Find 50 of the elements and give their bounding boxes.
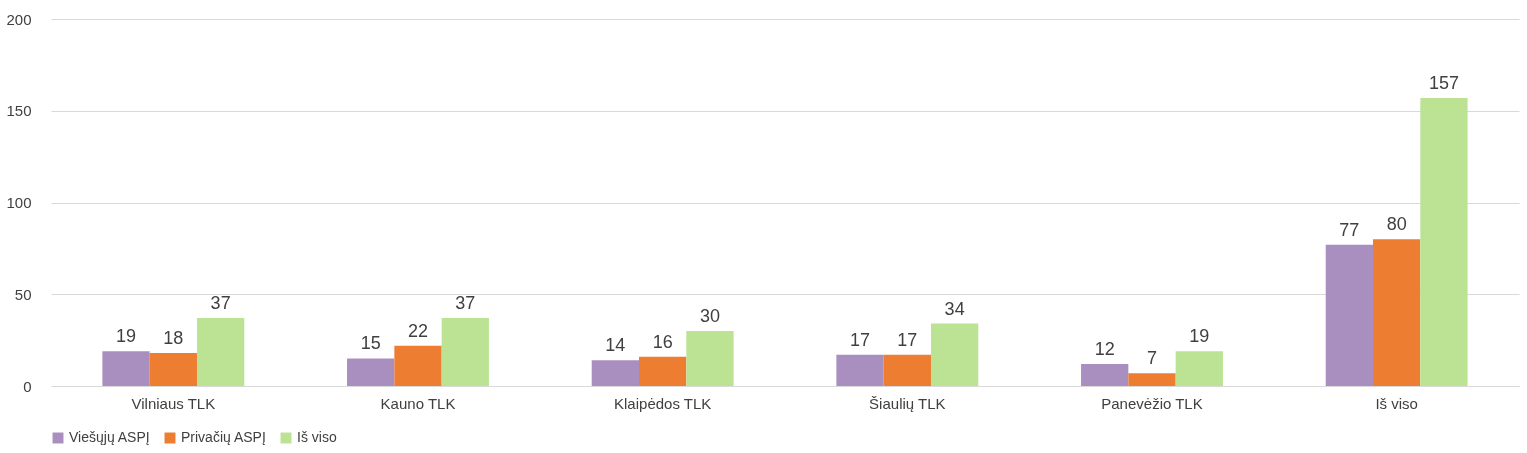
data-label: 19 <box>1189 326 1210 347</box>
y-tick-label: 50 <box>14 285 32 303</box>
data-label: 22 <box>407 320 429 341</box>
y-tick-label: 100 <box>6 194 32 211</box>
bar <box>1325 244 1374 386</box>
legend-label: Iš viso <box>297 429 337 445</box>
bar <box>686 330 734 386</box>
bar <box>1081 363 1129 386</box>
bar <box>930 323 979 386</box>
data-label: 19 <box>116 326 137 347</box>
bar <box>102 351 150 386</box>
bar <box>1373 239 1421 386</box>
legend-label: Privačių ASPĮ <box>181 429 266 445</box>
y-tick-label: 0 <box>23 377 32 395</box>
x-tick-label: Kauno TLK <box>380 394 456 412</box>
x-tick-label: Vilniaus TLK <box>131 394 216 412</box>
x-tick-label: Iš viso <box>1375 394 1418 412</box>
data-label: 37 <box>210 293 231 314</box>
bar <box>1128 373 1176 386</box>
bar <box>591 360 640 386</box>
bar <box>639 356 687 386</box>
x-tick-label: Klaipėdos TLK <box>614 394 712 412</box>
y-tick-label: 200 <box>6 10 32 28</box>
data-label: 18 <box>163 327 184 348</box>
bar <box>1420 97 1468 386</box>
bar <box>883 354 931 386</box>
data-label: 14 <box>605 335 626 356</box>
bar <box>836 354 884 386</box>
y-tick-label: 150 <box>6 102 32 120</box>
data-label: 17 <box>850 329 871 350</box>
data-label: 15 <box>360 333 381 354</box>
data-label: 7 <box>1146 348 1158 369</box>
data-label: 77 <box>1339 219 1360 240</box>
data-label: 157 <box>1428 72 1459 93</box>
bar <box>347 358 395 386</box>
data-label: 17 <box>897 329 918 350</box>
bar <box>1175 351 1223 386</box>
data-label: 37 <box>455 293 476 314</box>
data-label: 16 <box>652 331 673 352</box>
data-label: 12 <box>1094 338 1115 359</box>
bar <box>149 352 197 386</box>
x-tick-label: Panevėžio TLK <box>1101 394 1203 412</box>
bar <box>196 318 245 386</box>
data-label: 34 <box>944 298 965 319</box>
data-label: 30 <box>699 305 720 326</box>
legend-label: Viešųjų ASPĮ <box>69 429 150 445</box>
bar <box>394 345 442 386</box>
x-tick-label: Šiaulių TLK <box>869 394 946 412</box>
data-label: 80 <box>1386 214 1407 235</box>
bar <box>441 318 489 386</box>
